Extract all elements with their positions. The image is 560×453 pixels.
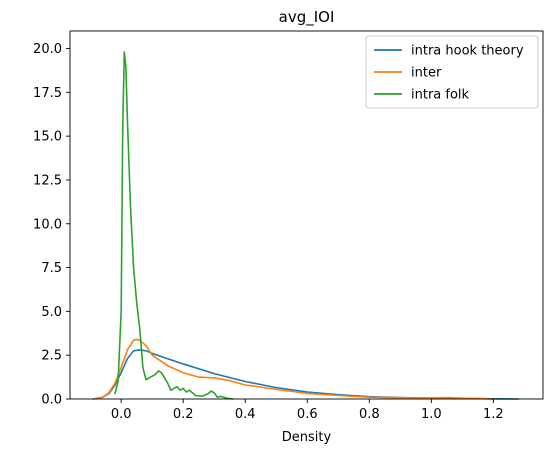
x-tick-label: 0.0 — [111, 407, 132, 422]
y-tick-label: 12.5 — [33, 173, 62, 188]
y-tick-label: 2.5 — [41, 349, 62, 364]
x-tick-label: 0.4 — [235, 407, 256, 422]
axes-frame — [69, 30, 544, 400]
y-tick-label: 15.0 — [33, 130, 62, 145]
y-axis: 0.0 2.5 5.0 7.5 10.0 12.5 15.0 17.5 20.0 — [33, 42, 70, 408]
y-tick-label: 20.0 — [33, 42, 62, 57]
y-tick-label: 10.0 — [33, 217, 62, 232]
plot-area — [92, 51, 519, 400]
x-tick-label: 1.0 — [421, 407, 442, 422]
y-tick-label: 17.5 — [33, 86, 62, 101]
y-tick-label: 0.0 — [41, 393, 62, 408]
legend-label: inter — [411, 66, 442, 81]
legend-box — [365, 35, 539, 109]
series-line-0 — [92, 349, 519, 400]
x-tick-label: 0.2 — [173, 407, 194, 422]
chart-title: avg_IOI — [279, 8, 335, 27]
x-tick-label: 0.8 — [359, 407, 380, 422]
x-tick-label: 1.2 — [483, 407, 504, 422]
x-axis-label: Density — [282, 430, 332, 445]
legend-label: intra hook theory — [411, 44, 524, 59]
y-tick-label: 7.5 — [41, 261, 62, 276]
legend-label: intra folk — [411, 88, 470, 103]
x-tick-label: 0.6 — [297, 407, 318, 422]
legend: intra hook theory inter intra folk — [365, 35, 539, 109]
x-axis: 0.0 0.2 0.4 0.6 0.8 1.0 1.2 — [111, 399, 504, 422]
series-line-2 — [114, 51, 234, 400]
series-line-1 — [92, 338, 495, 400]
y-tick-label: 5.0 — [41, 305, 62, 320]
